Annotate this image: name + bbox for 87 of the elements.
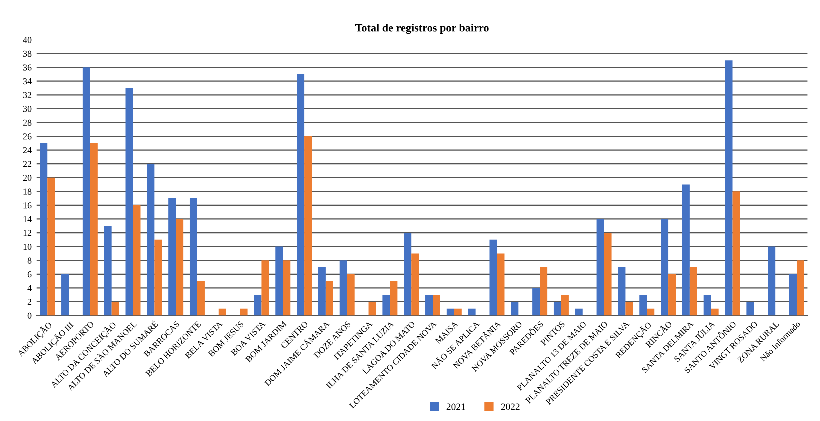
bar	[262, 260, 270, 316]
bar	[197, 281, 205, 316]
y-tick-label: 28	[23, 120, 32, 126]
y-tick-label: 38	[23, 50, 32, 58]
bar	[340, 260, 348, 316]
bar	[304, 136, 312, 316]
y-tick-label: 12	[24, 230, 32, 236]
chart-title: Total de registros por bairro	[355, 24, 489, 34]
y-tick-label: 8	[28, 258, 32, 264]
bar	[511, 302, 519, 316]
bar	[426, 295, 434, 316]
y-tick-label: 2	[28, 299, 32, 306]
y-tick-label: 22	[23, 161, 32, 168]
y-tick-label: 18	[24, 188, 32, 195]
bar	[725, 60, 733, 316]
bar	[382, 295, 390, 316]
bar	[62, 274, 70, 316]
bar	[433, 295, 440, 316]
bar	[468, 308, 476, 316]
bar	[368, 302, 376, 316]
y-tick-label: 4	[28, 285, 32, 292]
bar	[240, 308, 248, 316]
bar	[446, 308, 454, 316]
bar	[704, 295, 712, 316]
bar	[690, 267, 698, 316]
y-tick-label: 0	[28, 312, 32, 319]
y-tick-label: 32	[23, 92, 32, 98]
bar	[668, 274, 676, 316]
bar	[711, 308, 719, 316]
bar	[82, 68, 90, 316]
bar	[90, 143, 98, 316]
bar	[390, 281, 398, 316]
y-tick-label: 40	[23, 37, 32, 44]
bar	[561, 295, 569, 316]
bar	[490, 240, 498, 316]
bar	[412, 254, 420, 316]
bar	[126, 88, 134, 316]
y-tick-label: 30	[23, 106, 32, 112]
bar	[746, 302, 754, 316]
bar	[661, 219, 669, 316]
bar	[497, 254, 505, 316]
bar	[618, 267, 626, 316]
bar	[454, 308, 462, 316]
bar	[732, 192, 740, 316]
bar	[147, 164, 155, 316]
y-tick-label: 24	[23, 147, 32, 154]
bar	[540, 267, 548, 316]
legend-label: 2021	[446, 404, 466, 410]
bar	[276, 246, 284, 316]
y-tick-label: 16	[24, 202, 32, 209]
bar	[682, 184, 690, 316]
bar	[154, 240, 162, 316]
bar	[168, 198, 176, 316]
y-tick-label: 20	[23, 175, 32, 182]
bar	[404, 233, 412, 316]
bar	[626, 302, 634, 316]
bar	[640, 295, 648, 316]
y-tick-label: 14	[24, 216, 32, 222]
bar	[254, 295, 262, 316]
y-tick-label: 6	[28, 272, 32, 278]
bar	[190, 198, 198, 316]
bar	[768, 246, 776, 316]
y-tick-label: 36	[23, 64, 32, 71]
bar	[176, 219, 184, 316]
legend-label: 2022	[501, 404, 520, 410]
bar	[218, 308, 226, 316]
bar	[596, 219, 604, 316]
bar	[647, 308, 655, 316]
bar	[48, 178, 56, 316]
bar	[604, 233, 612, 316]
bar	[283, 260, 291, 316]
bar	[575, 308, 583, 316]
y-tick-label: 26	[23, 134, 32, 140]
y-tick-label: 34	[23, 78, 32, 85]
bar	[40, 143, 48, 316]
bar	[297, 74, 305, 316]
bar	[133, 205, 141, 316]
bar	[532, 288, 540, 316]
bar	[796, 260, 804, 316]
bar	[112, 302, 120, 316]
y-tick-label: 10	[24, 244, 32, 250]
bar	[104, 226, 112, 316]
bar	[554, 302, 562, 316]
bar	[318, 267, 326, 316]
bar	[347, 274, 355, 316]
bar	[790, 274, 797, 316]
bar	[326, 281, 334, 316]
